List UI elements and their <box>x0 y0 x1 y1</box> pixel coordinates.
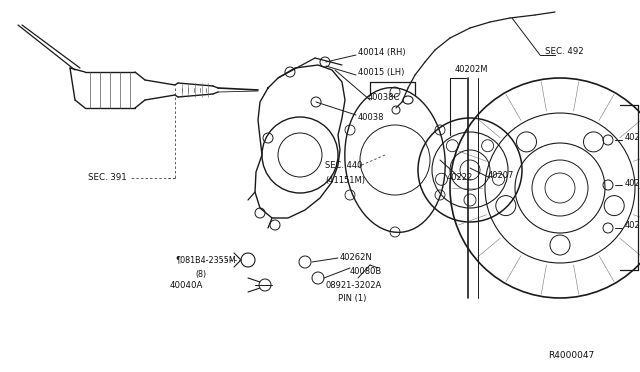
Text: 40266: 40266 <box>625 179 640 187</box>
Text: SEC. 391: SEC. 391 <box>88 173 127 183</box>
Text: 40015 (LH): 40015 (LH) <box>358 67 404 77</box>
Text: 40222: 40222 <box>447 173 473 183</box>
Text: (41151M): (41151M) <box>325 176 365 185</box>
Text: ¶081B4-2355M: ¶081B4-2355M <box>175 256 236 264</box>
Text: 40014 (RH): 40014 (RH) <box>358 48 406 57</box>
Text: (8): (8) <box>195 270 206 279</box>
Text: 40262: 40262 <box>625 221 640 230</box>
Text: 08921-3202A: 08921-3202A <box>326 280 382 289</box>
Text: 40040A: 40040A <box>170 280 204 289</box>
Text: 40262A: 40262A <box>625 134 640 142</box>
Text: 40202M: 40202M <box>455 65 488 74</box>
Text: 40080B: 40080B <box>350 267 382 276</box>
Text: 40038C: 40038C <box>368 93 401 103</box>
Text: 40207: 40207 <box>488 170 515 180</box>
Text: 40038: 40038 <box>358 113 385 122</box>
Text: SEC. 440: SEC. 440 <box>325 160 362 170</box>
Text: 40262N: 40262N <box>340 253 372 263</box>
Text: PIN (1): PIN (1) <box>338 294 366 302</box>
Text: SEC. 492: SEC. 492 <box>545 48 584 57</box>
Text: R4000047: R4000047 <box>548 350 595 359</box>
